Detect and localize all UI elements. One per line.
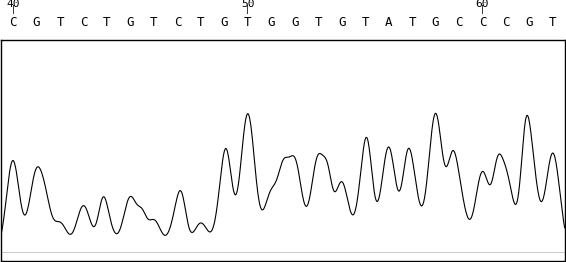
Text: G: G — [221, 15, 228, 29]
Text: A: A — [385, 15, 392, 29]
Text: 50: 50 — [241, 0, 255, 9]
Text: C: C — [174, 15, 181, 29]
Text: C: C — [455, 15, 463, 29]
Text: C: C — [502, 15, 510, 29]
Text: |: | — [246, 5, 249, 14]
Text: T: T — [361, 15, 369, 29]
Text: T: T — [549, 15, 556, 29]
Text: T: T — [150, 15, 158, 29]
Text: |: | — [12, 5, 15, 14]
Text: 60: 60 — [476, 0, 489, 9]
Text: T: T — [315, 15, 322, 29]
Text: T: T — [244, 15, 251, 29]
Text: C: C — [479, 15, 486, 29]
Text: T: T — [103, 15, 111, 29]
Text: |: | — [481, 5, 484, 14]
Text: C: C — [80, 15, 87, 29]
Text: G: G — [291, 15, 298, 29]
Text: C: C — [10, 15, 17, 29]
Text: T: T — [56, 15, 64, 29]
Text: G: G — [432, 15, 439, 29]
Text: 40: 40 — [6, 0, 20, 9]
Text: G: G — [338, 15, 345, 29]
Text: G: G — [33, 15, 40, 29]
Text: T: T — [197, 15, 205, 29]
Text: G: G — [268, 15, 275, 29]
Text: T: T — [408, 15, 416, 29]
Text: G: G — [127, 15, 134, 29]
Text: G: G — [526, 15, 533, 29]
